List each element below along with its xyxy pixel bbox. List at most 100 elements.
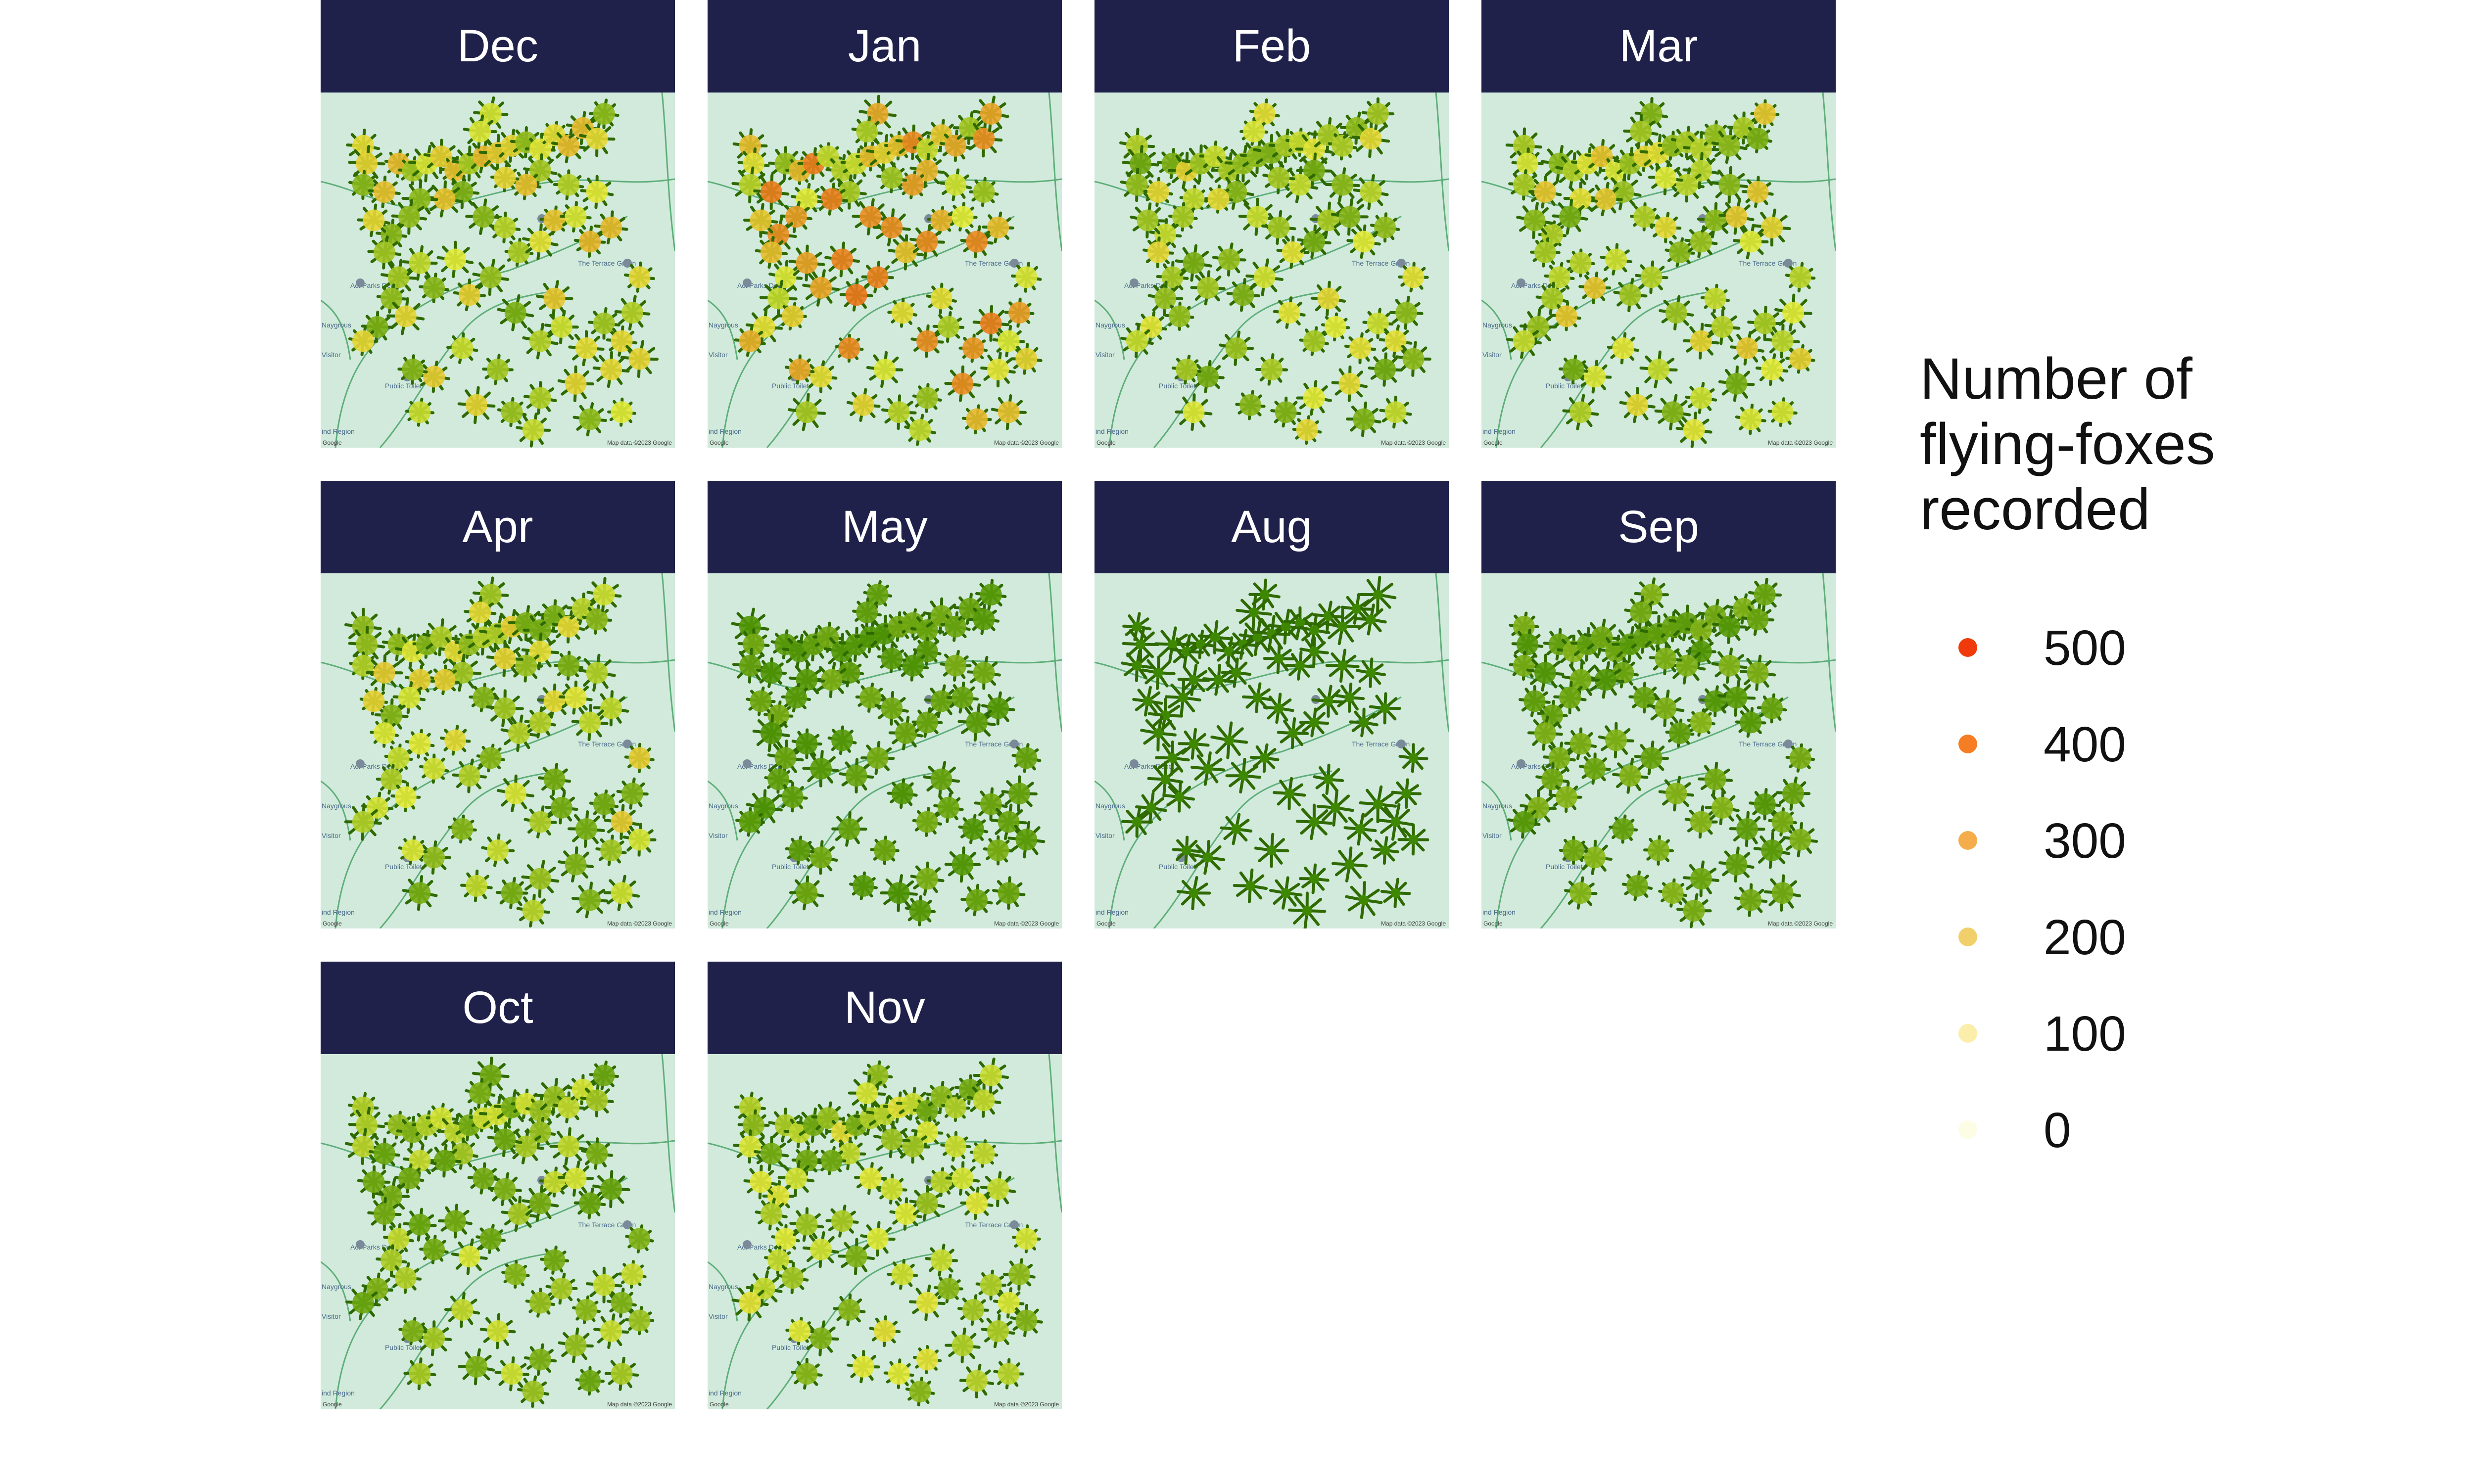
legend: Number of flying-foxes recorded 500 400 30… xyxy=(1920,346,2365,1162)
roost-point xyxy=(392,681,426,714)
map-poi-label: Naygrous xyxy=(322,802,351,810)
roost-point xyxy=(1226,278,1261,312)
roost-point xyxy=(1011,743,1042,773)
roost-point xyxy=(524,1116,556,1148)
map-path-line xyxy=(379,1251,559,1409)
roost-point xyxy=(1578,272,1612,304)
roost-point xyxy=(939,168,972,201)
roost-point xyxy=(1292,415,1322,445)
roost-point xyxy=(785,835,814,865)
legend-entry: 500 xyxy=(1920,618,2266,678)
roost-point xyxy=(785,1317,814,1345)
map-attribution-text: Map data ©2023 Google xyxy=(1381,439,1446,446)
map-pin-icon xyxy=(1784,740,1793,748)
roost-point xyxy=(1665,237,1695,268)
roost-point xyxy=(403,1207,437,1242)
roost-point xyxy=(1628,682,1661,714)
roost-point xyxy=(523,381,557,415)
roost-point xyxy=(734,325,766,357)
roost-point xyxy=(1682,860,1719,897)
legend-swatch xyxy=(1958,735,1977,753)
map-poi-label: Public Toilet xyxy=(1546,382,1583,390)
map-poi-label: Naygrous xyxy=(1482,802,1512,810)
roost-point xyxy=(524,706,557,739)
map-poi-label: Visitor xyxy=(709,351,728,359)
roost-point xyxy=(1349,707,1379,738)
roost-point xyxy=(1190,270,1226,306)
roost-point xyxy=(1218,174,1254,210)
roost-point xyxy=(854,1161,887,1195)
roost-point xyxy=(777,782,808,813)
roost-point xyxy=(991,394,1027,430)
roost-point xyxy=(405,729,435,759)
roost-point xyxy=(1122,626,1159,663)
roost-point xyxy=(1354,603,1387,636)
roost-point xyxy=(1729,811,1765,847)
roost-point xyxy=(497,397,527,427)
roost-point xyxy=(446,1137,478,1170)
roost-point xyxy=(1310,280,1346,317)
map-pin-icon xyxy=(623,1220,632,1229)
roost-point xyxy=(737,1109,770,1141)
roost-point xyxy=(1273,296,1306,329)
facet-strip-label: Dec xyxy=(321,0,675,93)
roost-point xyxy=(525,1288,556,1318)
map-poi-label: The Terrace Green xyxy=(578,259,636,267)
facet-panel-apr: Apr Act Parks Depot The Terrace Green Publi… xyxy=(321,481,675,928)
roost-point xyxy=(802,269,840,307)
roost-point xyxy=(897,649,929,682)
legend-entry: 200 xyxy=(1920,908,2266,967)
roost-point xyxy=(1287,891,1327,928)
map-pin-icon xyxy=(356,278,365,287)
roost-point xyxy=(1765,324,1800,359)
roost-point xyxy=(402,1144,437,1178)
map-path-line xyxy=(661,1054,675,1213)
map-poi-label: Visitor xyxy=(1095,832,1115,839)
roost-point xyxy=(1578,752,1611,785)
roost-point xyxy=(1739,654,1776,691)
roost-point xyxy=(923,761,960,798)
roost-point xyxy=(344,1128,382,1165)
roost-point xyxy=(910,324,944,358)
roost-point xyxy=(620,340,659,378)
roost-point xyxy=(861,261,894,294)
map-pin-icon xyxy=(743,1240,752,1249)
roost-point xyxy=(1377,803,1415,841)
roost-point xyxy=(1774,293,1812,332)
roost-point xyxy=(575,1366,605,1396)
roost-point xyxy=(1643,835,1674,866)
roost-point xyxy=(367,1197,402,1231)
map-path-line xyxy=(721,696,1015,928)
roost-point xyxy=(869,1315,901,1347)
map-path-line xyxy=(321,299,351,360)
roost-point xyxy=(1270,396,1302,428)
roost-point xyxy=(1544,262,1575,293)
map-path-line xyxy=(661,93,675,251)
roost-point xyxy=(1241,682,1273,713)
roost-point xyxy=(572,402,607,437)
roost-point xyxy=(746,686,776,716)
roost-point xyxy=(1143,177,1173,207)
roost-point xyxy=(852,597,882,628)
roost-point xyxy=(788,244,825,281)
map-poi-label: ind Region xyxy=(322,427,355,435)
map-path-line xyxy=(708,1261,738,1322)
roost-point xyxy=(523,153,558,188)
roost-point xyxy=(398,835,428,865)
roost-point xyxy=(573,1187,606,1220)
roost-point xyxy=(832,1137,866,1170)
roost-point xyxy=(1527,715,1563,751)
roost-point xyxy=(983,835,1013,866)
facet-strip-label: Apr xyxy=(321,481,675,573)
roost-point xyxy=(624,1305,655,1336)
roost-point xyxy=(889,1197,923,1231)
roost-point xyxy=(975,579,1007,610)
roost-point xyxy=(1296,380,1332,416)
roost-point xyxy=(993,1358,1025,1390)
roost-point xyxy=(367,235,402,270)
roost-point xyxy=(1608,814,1638,844)
roost-point xyxy=(472,576,509,613)
facet-map: Act Parks Depot The Terrace Green Public T… xyxy=(1481,93,1836,448)
roost-point xyxy=(1177,663,1210,696)
